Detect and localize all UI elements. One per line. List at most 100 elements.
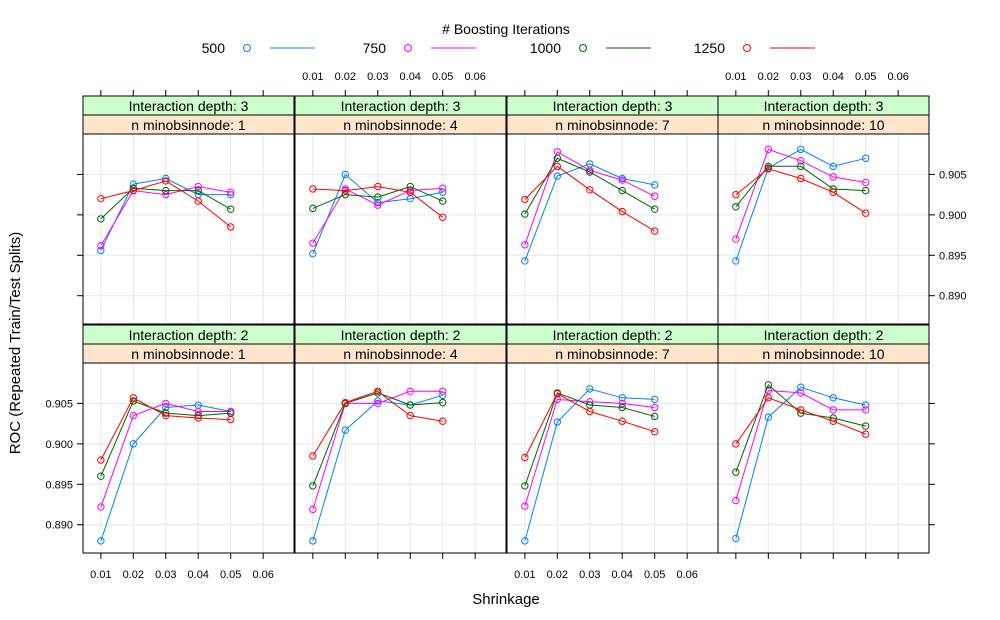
data-point-1000 (194, 411, 202, 420)
data-point-1250 (764, 165, 773, 173)
data-point-1000 (162, 409, 170, 417)
data-point-1250 (553, 390, 562, 398)
data-point-1000 (732, 468, 740, 476)
strip-bottom-label: n minobsinnode: 7 (555, 346, 670, 362)
data-point-1250 (586, 186, 594, 194)
data-point-750 (618, 176, 626, 184)
data-point-1250 (194, 414, 202, 422)
x-tick-label-bottom: 0.03 (579, 569, 600, 581)
data-point-500 (732, 257, 740, 265)
series-line-1250 (100, 180, 232, 228)
data-point-750 (797, 156, 805, 165)
data-point-500 (129, 440, 138, 448)
data-point-500 (162, 174, 170, 183)
x-tick-label-bottom: 0.01 (90, 569, 111, 581)
data-point-1250 (194, 197, 202, 205)
x-tick-label-top: 0.06 (887, 71, 908, 83)
legend-title: # Boosting Iterations (442, 21, 570, 37)
x-tick-label-bottom: 0.05 (644, 569, 665, 581)
data-point-1250 (732, 190, 740, 199)
data-point-500 (797, 383, 805, 391)
series-line-1250 (312, 390, 443, 457)
x-tick-label-top: 0.02 (335, 71, 356, 83)
data-point-1000 (97, 215, 105, 223)
series-line-1000 (524, 392, 655, 487)
data-point-1000 (521, 482, 529, 490)
data-point-1250 (829, 188, 837, 196)
data-point-1250 (162, 411, 170, 420)
panel-frame (717, 362, 930, 554)
strip-bottom-label: n minobsinnode: 10 (762, 117, 884, 133)
data-point-500 (374, 397, 382, 405)
data-point-1250 (651, 428, 659, 436)
data-point-500 (553, 418, 562, 426)
data-point-750 (651, 192, 659, 200)
strip-top-label: Interaction depth: 3 (764, 98, 884, 114)
data-point-750 (764, 386, 773, 395)
y-tick-label-right: 0.895 (939, 250, 967, 262)
series-line-1250 (735, 168, 866, 214)
series-line-1000 (735, 165, 866, 208)
x-tick-label-top: 0.03 (367, 71, 388, 83)
data-point-750 (406, 387, 414, 395)
data-point-500 (439, 391, 447, 400)
data-point-500 (651, 181, 659, 189)
data-point-750 (439, 184, 447, 192)
data-point-750 (862, 406, 870, 414)
data-point-1000 (797, 162, 805, 171)
data-point-1250 (129, 186, 138, 195)
legend-label-500: 500 (202, 40, 226, 56)
x-tick-label-bottom: 0.04 (612, 569, 633, 581)
y-tick-label-left: 0.900 (45, 439, 73, 451)
data-point-500 (521, 537, 529, 545)
data-point-1250 (97, 194, 105, 203)
data-point-1000 (439, 398, 447, 407)
series-line-1250 (312, 186, 444, 218)
data-point-1250 (651, 227, 659, 235)
data-point-500 (618, 394, 626, 402)
series-line-1000 (312, 186, 443, 209)
series-line-500 (524, 163, 655, 262)
data-point-750 (829, 406, 837, 414)
y-tick-label-left: 0.890 (45, 520, 73, 532)
series-line-1000 (312, 392, 443, 487)
panel-frame (82, 133, 295, 325)
legend: # Boosting Iterations 500 750 1000 1250 (202, 21, 815, 56)
data-point-500 (341, 170, 350, 179)
y-tick-label-right: 0.905 (939, 169, 967, 181)
data-point-1000 (618, 403, 626, 412)
y-tick-label-right: 0.900 (939, 210, 967, 222)
data-point-1250 (374, 387, 382, 395)
series-line-1250 (524, 393, 655, 458)
series-line-1250 (735, 397, 866, 445)
series-line-750 (312, 390, 443, 510)
data-point-750 (309, 239, 317, 247)
data-point-500 (97, 537, 105, 545)
x-tick-label-bottom: 0.01 (514, 569, 535, 581)
data-point-1250 (553, 162, 562, 171)
x-tick-label-top: 0.01 (725, 71, 746, 83)
data-point-750 (227, 188, 235, 196)
data-point-750 (97, 241, 105, 250)
x-tick-label-top: 0.05 (855, 71, 876, 83)
series-line-1250 (100, 397, 231, 461)
x-tick-label-top: 0.02 (758, 71, 779, 83)
data-point-1000 (97, 472, 105, 480)
data-point-1250 (406, 411, 414, 420)
panel-6: Interaction depth: 2 n minobsinnode: 4 (294, 324, 507, 554)
series-line-750 (735, 389, 866, 501)
data-point-1000 (553, 154, 562, 162)
x-tick-label-top: 0.03 (790, 71, 811, 83)
data-point-1250 (797, 406, 805, 414)
x-tick-label-bottom: 0.04 (188, 569, 209, 581)
data-point-1000 (521, 210, 529, 218)
data-point-500 (732, 534, 740, 543)
data-point-1250 (406, 188, 414, 196)
panel-8: Interaction depth: 2 n minobsinnode: 10 (717, 324, 930, 554)
x-tick-label-bottom: 0.06 (676, 569, 697, 581)
series-line-1250 (524, 165, 655, 232)
data-point-1250 (521, 195, 529, 204)
panel-frame (717, 133, 930, 325)
panel-frame (82, 362, 295, 554)
